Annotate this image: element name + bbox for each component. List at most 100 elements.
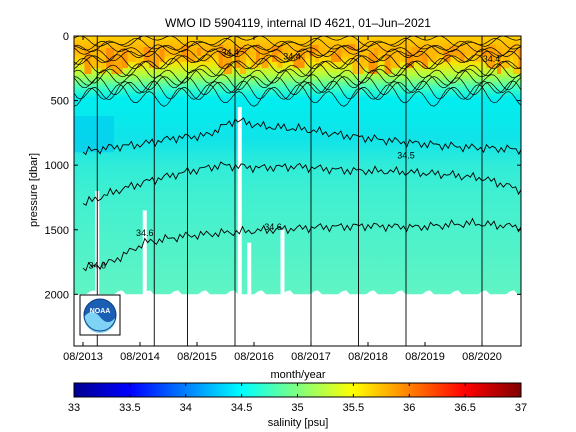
- x-tick-label: 08/2015: [177, 351, 217, 363]
- surface-patch: [443, 51, 451, 62]
- surface-patch: [513, 54, 521, 74]
- x-tick-label: 08/2018: [348, 351, 388, 363]
- x-tick-label: 08/2017: [291, 351, 331, 363]
- x-tick-label: 08/2019: [405, 351, 445, 363]
- colorbar-tick-label: 34.5: [231, 402, 252, 414]
- profile-bottom-edge: [74, 290, 521, 346]
- x-tick-label: 08/2014: [120, 351, 160, 363]
- x-tick-label: 08/2020: [462, 351, 502, 363]
- contour-label: 34.6: [88, 261, 106, 271]
- y-tick-label: 2000: [45, 289, 69, 301]
- plot-area: 34.4 34.4 34.4 34.5 34.6 34.6 34.6: [74, 36, 521, 346]
- contour-label: 34.6: [136, 228, 154, 238]
- upper-contour-line: [74, 54, 521, 70]
- surface-patch: [100, 53, 106, 74]
- contour-lines: [82, 117, 521, 272]
- surface-patch: [331, 54, 341, 62]
- surface-patch: [84, 51, 92, 74]
- surface-patch: [213, 50, 223, 56]
- surface-patch: [218, 45, 224, 68]
- colorbar-label: salinity [psu]: [268, 417, 329, 429]
- y-tick-label: 0: [63, 31, 69, 43]
- surface-patch: [309, 45, 319, 56]
- surface-patch: [502, 47, 510, 68]
- surface-patch: [475, 55, 487, 62]
- low-salinity-patch: [74, 116, 114, 153]
- x-tick-label: 08/2013: [63, 351, 103, 363]
- surface-patch: [368, 53, 378, 74]
- colorbar-tick-label: 33: [68, 402, 80, 414]
- colorbar-tick-label: 35.5: [343, 402, 364, 414]
- contour-line-34.6: [82, 217, 521, 272]
- data-gap: [280, 229, 285, 295]
- surface-patch: [390, 50, 400, 68]
- contour-label: 34.6: [264, 222, 282, 232]
- data-gap: [142, 210, 147, 295]
- y-tick-label: 1000: [45, 160, 69, 172]
- surface-patch: [250, 49, 260, 68]
- surface-patch: [411, 47, 423, 62]
- surface-patch: [427, 49, 437, 62]
- surface-patch: [315, 52, 319, 62]
- surface-patch: [224, 52, 232, 74]
- contour-labels: 34.4 34.4 34.4 34.5 34.6 34.6 34.6: [88, 47, 500, 270]
- y-axis: 0 500 1000 1500 2000: [45, 31, 521, 301]
- surface-patch: [459, 53, 465, 62]
- contour-label: 34.4: [221, 47, 239, 57]
- surface-patch: [74, 44, 78, 50]
- upper-contour-lines: [74, 36, 521, 107]
- x-tick-label: 08/2016: [234, 351, 274, 363]
- surface-patch: [165, 44, 173, 56]
- colorbar-tick-label: 35: [291, 402, 303, 414]
- upper-contour-line: [74, 80, 521, 100]
- upper-contour-line: [74, 37, 521, 53]
- upper-contour-line: [74, 40, 521, 57]
- surface-patch: [138, 52, 142, 68]
- surface-patch: [202, 55, 210, 62]
- colorbar-tick-label: 36: [403, 402, 415, 414]
- surface-patch: [111, 55, 123, 74]
- surface-patch: [497, 52, 501, 74]
- surface-patch: [384, 55, 392, 74]
- surface-patch: [422, 54, 428, 68]
- upper-contour-line: [74, 57, 521, 77]
- surface-patch: [465, 48, 473, 56]
- contour-label: 34.5: [397, 151, 415, 161]
- contour-line-34.5: [82, 117, 521, 156]
- upper-contour-line: [74, 69, 521, 91]
- surface-patch: [197, 48, 201, 56]
- surface-patch: [90, 46, 100, 68]
- surface-patch: [186, 53, 196, 62]
- data-gap: [247, 242, 252, 295]
- surface-patch: [127, 45, 137, 62]
- surface-patch: [106, 48, 114, 68]
- surface-patch: [438, 44, 442, 56]
- surface-patch: [486, 45, 496, 68]
- contour-label: 34.4: [483, 54, 501, 64]
- contour-line-34.55: [82, 161, 521, 206]
- axes-frame: [73, 35, 522, 347]
- surface-patch: [272, 46, 282, 62]
- colorbar-ticks: 33 33.5 34 34.5 35 35.5 36 36.5 37: [68, 383, 527, 414]
- colorbar-tick-label: 34: [180, 402, 192, 414]
- surface-patch: [400, 45, 406, 62]
- surface-patch: [122, 50, 128, 68]
- x-axis-label: month/year: [270, 369, 325, 381]
- upper-contour-line: [74, 48, 521, 65]
- profile-markers: [96, 36, 483, 346]
- upper-contour-line: [74, 75, 521, 96]
- colorbar-tick-label: 37: [515, 402, 527, 414]
- surface-patch: [299, 50, 305, 62]
- colorbar-tick-label: 36.5: [454, 402, 475, 414]
- surface-patch: [374, 48, 378, 68]
- surface-patch: [406, 52, 414, 68]
- noaa-logo: NOAA: [79, 294, 121, 336]
- svg-text:NOAA: NOAA: [90, 308, 111, 315]
- upper-contour-line: [74, 63, 521, 84]
- upper-contour-line: [74, 84, 521, 107]
- surface-patch: [288, 48, 296, 62]
- surface-patch: [336, 49, 342, 56]
- y-axis-label: pressure [dbar]: [28, 153, 40, 227]
- upper-contour-line: [74, 44, 521, 62]
